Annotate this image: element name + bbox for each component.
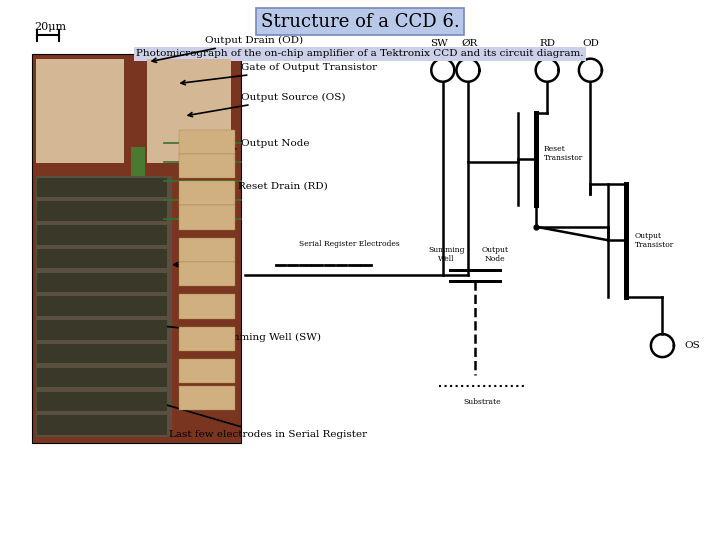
Bar [179, 327, 235, 351]
Bar [179, 262, 235, 286]
Text: Photomicrograph of the on-chip amplifier of a Tektronix CCD and its circuit diag: Photomicrograph of the on-chip amplifier… [136, 50, 584, 58]
Text: OD: OD [582, 39, 599, 48]
Bar [37, 201, 167, 221]
Text: Summing
Well: Summing Well [428, 246, 464, 263]
Text: Output Source (OS): Output Source (OS) [188, 93, 346, 117]
Bar [179, 359, 235, 383]
Bar [37, 392, 167, 411]
Text: Serial Register Electrodes: Serial Register Electrodes [299, 240, 400, 248]
Text: Output Node: Output Node [184, 139, 310, 158]
Bar [179, 294, 235, 319]
Text: Reset Drain (RD): Reset Drain (RD) [183, 182, 328, 196]
Text: RD: RD [539, 39, 555, 48]
Bar [179, 238, 235, 262]
Bar [148, 59, 230, 163]
Bar [37, 178, 167, 197]
Bar [36, 59, 124, 163]
Bar [37, 296, 167, 316]
Text: ØR: ØR [174, 260, 222, 269]
Text: Summing Well (SW): Summing Well (SW) [148, 323, 321, 342]
Text: Substrate: Substrate [464, 398, 501, 406]
Bar [36, 176, 172, 437]
Text: Last few electrodes in Serial Register: Last few electrodes in Serial Register [134, 395, 367, 439]
Text: ØR: ØR [462, 39, 477, 48]
Bar [32, 54, 241, 443]
Bar [37, 368, 167, 387]
Bar [37, 273, 167, 292]
Bar [130, 147, 145, 179]
Bar [37, 249, 167, 268]
Bar [179, 181, 235, 205]
Text: Structure of a CCD 6.: Structure of a CCD 6. [261, 12, 459, 31]
Bar [37, 415, 167, 435]
Text: Gate of Output Transistor: Gate of Output Transistor [181, 63, 377, 85]
Bar [37, 344, 167, 363]
Bar [179, 154, 235, 178]
Bar [179, 130, 235, 154]
Text: OS: OS [684, 341, 700, 350]
Bar [37, 320, 167, 340]
Text: Output Drain (OD): Output Drain (OD) [152, 36, 303, 63]
Text: SW: SW [431, 39, 448, 48]
Text: Output
Transistor: Output Transistor [635, 232, 675, 249]
Bar [37, 225, 167, 245]
Text: Output
Node: Output Node [482, 246, 509, 263]
Text: Reset
Transistor: Reset Transistor [544, 145, 583, 163]
Bar [179, 205, 235, 229]
Text: 20μm: 20μm [34, 22, 66, 32]
Bar [179, 386, 235, 410]
